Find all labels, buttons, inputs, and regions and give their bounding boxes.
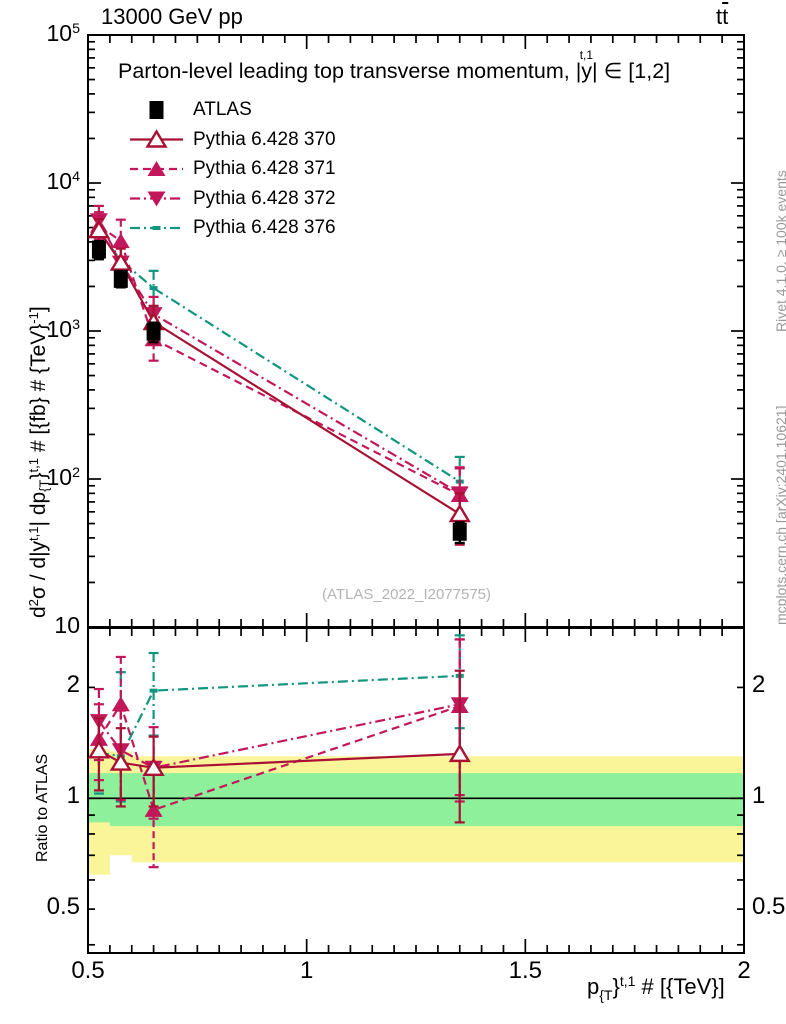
legend-marker-square [149, 101, 164, 119]
main-marker-triangle-up-open [109, 252, 132, 271]
x-label-p: p [587, 974, 600, 999]
y-tick-main-2: 103 [46, 316, 80, 342]
plot-title-y-sup: t,1 [579, 48, 594, 62]
ratio-marker-triangle-up-open [87, 739, 111, 759]
main-marker-tick [149, 286, 158, 291]
legend-marker-tick [152, 226, 161, 230]
legend-label-0: ATLAS [193, 99, 252, 120]
process-label: tt [716, 4, 729, 29]
y-tick-ratio-1: 1 [66, 782, 80, 810]
dataset-watermark: (ATLAS_2022_I2077575) [322, 586, 492, 603]
legend-label-2: Pythia 6.428 371 [193, 158, 336, 179]
ratio-line-Pythia-6-428-370 [98, 749, 460, 769]
plot-title-main: Parton-level leading top transverse mome… [118, 59, 576, 83]
main-panel-frame [87, 34, 745, 628]
main-marker-square [91, 240, 106, 259]
y-tick-ratio-right-1: 1 [752, 782, 766, 810]
main-line-Pythia-6-428-376 [98, 230, 461, 483]
main-marker-triangle-up-filled [111, 233, 130, 249]
x-tick-1: 1 [299, 957, 314, 984]
y-tick-ratio-0: 2 [66, 671, 80, 699]
ratio-marker-triangle-up-filled [144, 801, 163, 817]
legend-label-4: Pythia 6.428 376 [193, 217, 336, 238]
ratio-line-Pythia-6-428-371 [98, 701, 461, 812]
main-marker-square [113, 269, 128, 288]
y-tick-ratio-right-0: 2 [752, 671, 766, 699]
x-label-brace: } [612, 974, 620, 999]
legend-marker-triangle-up-filled [147, 161, 166, 176]
main-marker-triangle-up-open [87, 219, 111, 239]
legend-label-1: Pythia 6.428 370 [193, 128, 336, 150]
ratio-band-green [88, 773, 744, 827]
page-title: Parton-level leading top transverse mome… [118, 48, 671, 84]
main-marker-triangle-up-open [448, 503, 471, 523]
main-marker-square [452, 522, 467, 541]
y-tick-main-0: 105 [46, 20, 80, 46]
ratio-line-Pythia-6-428-376 [98, 674, 460, 758]
x-label-tail: # [{TeV}] [635, 974, 725, 999]
main-line-Pythia-6-428-372 [97, 219, 461, 495]
plot-title-y: |y| [575, 59, 598, 83]
legend-marker-triangle-up-open [145, 129, 168, 148]
x-label-sub: {T [599, 987, 613, 1003]
main-marker-square [146, 322, 161, 341]
legend-label-3: Pythia 6.428 372 [193, 187, 336, 209]
main-line-Pythia-6-428-370 [98, 229, 461, 515]
y-tick-main-1: 104 [46, 168, 80, 194]
x-tick-0: 0.5 [71, 957, 105, 984]
plot-title-tail: ∈ [1,2] [597, 59, 671, 83]
y-axis-main-label: d2σ / d|yt,1| dp{T}t,1 # [{fb} # {TeV}-1… [25, 306, 52, 618]
y-tick-main-3: 102 [46, 464, 80, 490]
x-axis-label: p{T}t,1 # [{TeV}] [587, 973, 725, 1003]
ratio-marker-triangle-up-filled [111, 696, 130, 712]
rivet-version-label: Rivet 4.1.0, ≥ 100k events [773, 170, 786, 332]
mcplots-label: mcplots.cern.ch [arXiv:2401.10621] [773, 405, 786, 625]
y-axis-main-label-text: d2σ / d|yt,1| dp{T}t,1 # [{fb} # {TeV}-1… [25, 306, 52, 618]
y-tick-ratio-2: 0.5 [46, 893, 80, 921]
legend-marker-triangle-down-filled [147, 191, 166, 207]
ratio-marker-triangle-up-open [448, 743, 471, 763]
ratio-marker-triangle-up-open [109, 752, 132, 771]
x-tick-3: 2 [737, 957, 751, 984]
beam-label: 13000 GeV pp [101, 4, 243, 29]
ratio-marker-tick [149, 688, 158, 693]
y-tick-ratio-right-2: 0.5 [752, 893, 786, 921]
ratio-marker-triangle-up-open [142, 757, 165, 776]
y-tick-main-4: 10 [54, 612, 80, 638]
x-label-sup: t,1 [619, 973, 636, 989]
x-tick-2: 1.5 [508, 957, 543, 984]
